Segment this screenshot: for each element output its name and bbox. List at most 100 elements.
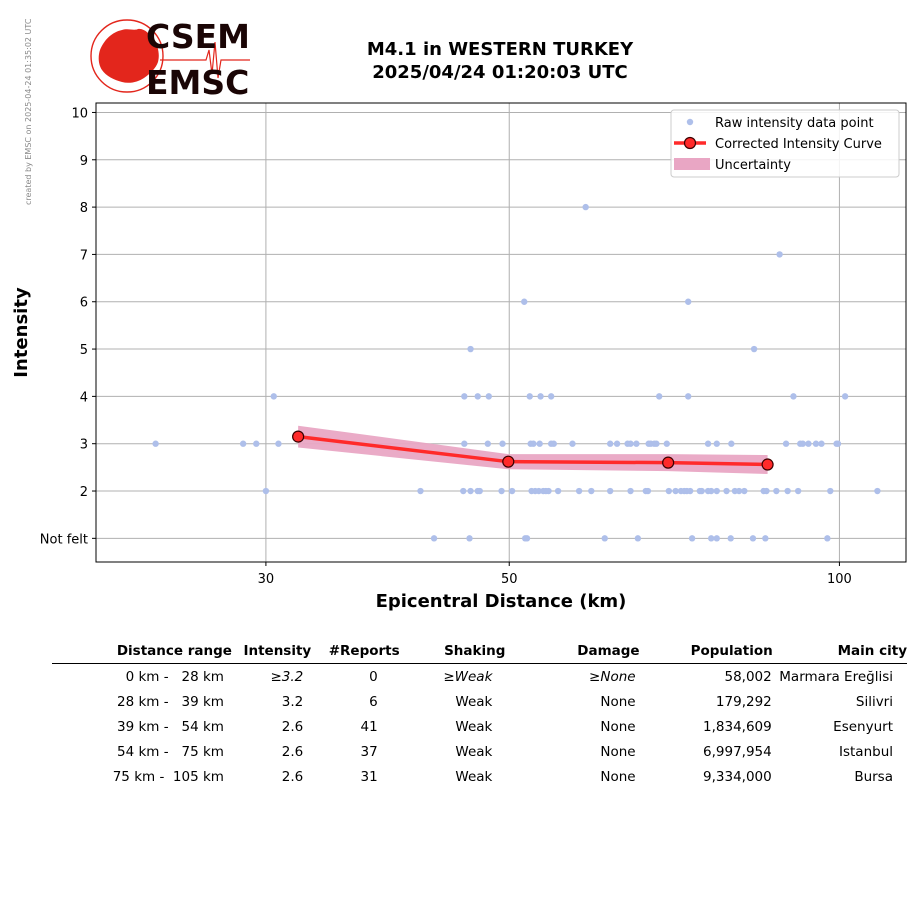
raw-data-point: [550, 440, 557, 447]
y-tick-label: Not felt: [40, 532, 88, 547]
cell-shaking: Weak: [455, 693, 493, 710]
raw-data-point: [588, 487, 595, 495]
header-main-city: Main city: [772, 640, 907, 664]
y-axis-label: Intensity: [11, 287, 32, 378]
raw-data-point: [535, 487, 542, 495]
raw-data-point: [704, 440, 712, 447]
legend-box: [670, 109, 900, 178]
raw-data-point: [239, 440, 247, 447]
raw-data-point: [476, 487, 483, 495]
cell-damage: None: [600, 693, 636, 710]
cell-population: 9,334,000: [703, 768, 772, 785]
header-damage: Damage: [505, 640, 640, 664]
cell-shaking: ≥Weak: [443, 668, 493, 685]
raw-data-point: [152, 440, 159, 447]
y-tick-label: 4: [80, 390, 88, 405]
table-row: 28 km - 39 km 3.2 6 Weak None 179,292 Silivri: [52, 689, 907, 714]
cell-distance-range: 75 km - 105 km: [112, 768, 224, 785]
plot-frame: [95, 102, 907, 563]
raw-data-point: [644, 487, 652, 495]
raw-data-point: [606, 487, 614, 495]
raw-data-point: [417, 487, 424, 495]
y-tick-label: 6: [80, 296, 88, 311]
raw-data-point: [467, 345, 474, 353]
cell-distance-range: 54 km - 75 km: [117, 743, 224, 760]
raw-data-point: [672, 487, 679, 495]
raw-data-point: [613, 440, 621, 447]
raw-data-point: [485, 393, 492, 400]
table-header-row: Distance range Intensity #Reports Shakin…: [52, 640, 907, 664]
raw-data-point: [688, 535, 696, 542]
raw-data-point: [547, 393, 555, 400]
raw-data-point: [663, 440, 670, 447]
raw-data-point: [582, 203, 589, 211]
raw-data-point: [874, 487, 881, 495]
raw-data-point: [499, 440, 506, 447]
raw-data-point: [536, 440, 543, 447]
raw-data-point: [713, 440, 720, 447]
raw-data-point: [812, 440, 820, 447]
table-row: 0 km - 28 km ≥3.2 0 ≥Weak ≥None 58,002 Marmara…: [52, 664, 907, 690]
raw-data-point: [601, 535, 608, 542]
raw-data-point: [554, 487, 562, 495]
raw-data-point: [461, 440, 468, 447]
legend-label: Corrected Intensity Curve: [715, 137, 882, 152]
raw-data-point: [818, 440, 825, 447]
cell-population: 1,834,609: [703, 718, 772, 735]
raw-data-point: [466, 535, 473, 542]
cell-population: 58,002: [724, 668, 772, 685]
raw-data-point: [707, 535, 715, 542]
logo-globe-icon: [90, 19, 164, 93]
legend-label: Uncertainty: [715, 158, 791, 173]
raw-data-point: [653, 440, 660, 447]
cell-intensity: 2.6: [281, 743, 304, 760]
header-intensity: Intensity: [231, 640, 312, 664]
raw-data-point: [763, 487, 770, 495]
cell-damage: None: [600, 718, 636, 735]
raw-data-point: [698, 487, 705, 495]
y-tick-label: 8: [80, 201, 88, 216]
raw-data-point: [824, 535, 831, 542]
cell-main-city: Bursa: [854, 768, 893, 785]
raw-data-point: [782, 440, 790, 447]
raw-data-point: [723, 487, 730, 495]
logo-europe-shape: [98, 28, 159, 83]
csem-emsc-logo: CSEM EMSC: [90, 17, 250, 100]
header-distance-range: Distance range: [52, 640, 232, 664]
raw-data-point: [461, 393, 468, 400]
cell-reports: 41: [360, 718, 378, 735]
curve-marker: [292, 430, 305, 443]
cell-population: 6,997,954: [703, 743, 772, 760]
cell-reports: 6: [369, 693, 378, 710]
header-shaking: Shaking: [399, 640, 506, 664]
raw-data-point: [627, 487, 634, 495]
raw-data-point: [727, 535, 734, 542]
raw-data-point: [728, 440, 735, 447]
cell-intensity: 3.2: [281, 693, 304, 710]
raw-data-point: [686, 487, 694, 495]
raw-data-point: [805, 440, 812, 447]
legend-label: Raw intensity data point: [715, 116, 874, 131]
cell-intensity: 2.6: [281, 768, 304, 785]
cell-reports: 0: [369, 668, 378, 685]
raw-data-point: [627, 440, 634, 447]
cell-damage: None: [600, 743, 636, 760]
cell-damage: None: [600, 768, 636, 785]
curve-marker: [502, 455, 515, 468]
x-axis-label: Epicentral Distance (km): [376, 591, 627, 612]
raw-data-point: [790, 393, 797, 400]
raw-data-point: [713, 487, 720, 495]
raw-data-point: [606, 440, 614, 447]
cell-main-city: Istanbul: [838, 743, 893, 760]
raw-data-point: [665, 487, 673, 495]
cell-intensity: ≥3.2: [270, 668, 304, 685]
raw-data-point: [498, 487, 505, 495]
x-tick-label: 50: [501, 572, 518, 587]
curve-marker: [662, 456, 675, 469]
cell-distance-range: 39 km - 54 km: [117, 718, 224, 735]
header-reports: #Reports: [311, 640, 400, 664]
raw-data-point: [575, 487, 583, 495]
raw-data-point: [253, 440, 260, 447]
table-row: 39 km - 54 km 2.6 41 Weak None 1,834,609 Eseny…: [52, 714, 907, 739]
raw-data-point: [735, 487, 743, 495]
